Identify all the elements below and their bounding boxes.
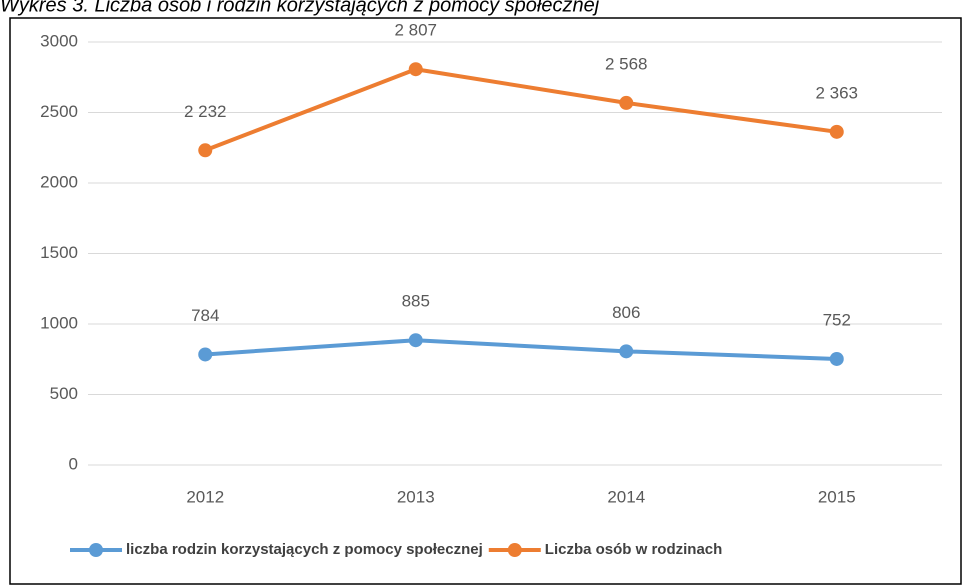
y-tick-label: 1500: [40, 243, 78, 262]
y-tick-label: 500: [50, 384, 78, 403]
x-tick-label: 2013: [397, 487, 435, 506]
data-point: [408, 333, 423, 348]
data-point: [198, 143, 213, 158]
y-tick-label: 3000: [40, 31, 78, 50]
chart-title: Wykres 3. Liczba osób i rodzin korzystaj…: [0, 0, 600, 16]
legend-label: Liczba osób w rodzinach: [545, 541, 723, 558]
y-tick-label: 2000: [40, 172, 78, 191]
data-label: 2 232: [184, 102, 227, 121]
data-point: [829, 351, 844, 366]
data-point: [619, 95, 634, 110]
data-label: 752: [823, 310, 851, 329]
data-label: 885: [402, 292, 430, 311]
x-tick-label: 2012: [186, 487, 224, 506]
y-tick-label: 2500: [40, 102, 78, 121]
data-point: [198, 347, 213, 362]
series-line: [205, 338, 837, 361]
x-tick-label: 2014: [607, 487, 645, 506]
y-tick-label: 1000: [40, 313, 78, 332]
series-line: [204, 67, 838, 153]
x-tick-label: 2015: [818, 487, 856, 506]
data-label: 2 568: [605, 54, 648, 73]
data-label: 806: [612, 303, 640, 322]
data-point: [619, 344, 634, 359]
legend-marker: [507, 543, 522, 557]
data-point: [829, 124, 844, 139]
data-label: 2 807: [394, 21, 437, 40]
data-label: 2 363: [815, 83, 858, 102]
legend-marker: [89, 543, 103, 557]
y-tick-label: 0: [69, 454, 78, 473]
legend-label: liczba rodzin korzystających z pomocy sp…: [126, 541, 483, 558]
data-label: 784: [191, 306, 219, 325]
data-point: [408, 62, 423, 77]
